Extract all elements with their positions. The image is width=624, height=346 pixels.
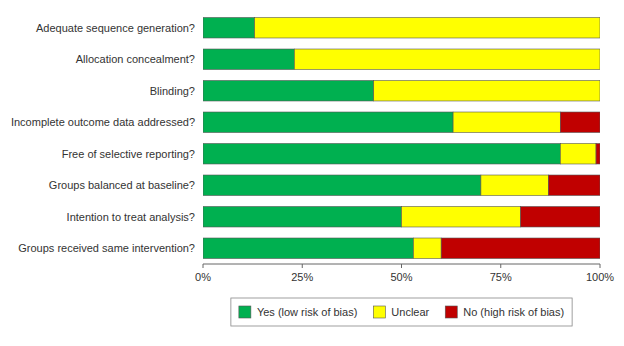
bar-segment <box>600 18 601 38</box>
x-tick-label: 50% <box>390 271 412 283</box>
bar-segment <box>294 49 600 69</box>
bar-segment <box>560 112 600 132</box>
bar-segment <box>560 144 596 164</box>
bar-segment <box>203 175 481 195</box>
chart: Adequate sequence generation? Allocation … <box>0 0 624 346</box>
x-tick <box>500 264 501 268</box>
legend: Yes (low risk of bias) Unclear No (high ri… <box>231 298 572 326</box>
bar-segment <box>548 175 600 195</box>
x-tick-label: 0% <box>195 271 211 283</box>
bar-segment <box>255 18 600 38</box>
x-tick <box>203 264 204 268</box>
legend-swatch <box>445 306 457 318</box>
bar-segment <box>481 175 548 195</box>
category-label: Allocation concealment? <box>76 53 195 65</box>
x-tick <box>600 264 601 268</box>
category-label: Blinding? <box>150 85 195 97</box>
x-tick <box>302 264 303 268</box>
bar-segment <box>521 207 600 227</box>
category-label: Groups received same intervention? <box>18 242 195 254</box>
legend-label: Unclear <box>391 306 429 318</box>
bar-segment <box>203 18 255 38</box>
bar-segment <box>596 144 600 164</box>
category-label: Adequate sequence generation? <box>36 22 195 34</box>
category-label: Intention to treat analysis? <box>67 211 195 223</box>
bar-segment <box>402 207 521 227</box>
category-label: Incomplete outcome data addressed? <box>11 116 195 128</box>
x-tick-label: 75% <box>490 271 512 283</box>
bar-segment <box>203 49 294 69</box>
bar-segment <box>453 112 560 132</box>
x-tick <box>401 264 402 268</box>
x-tick-label: 100% <box>586 271 614 283</box>
legend-label: No (high risk of bias) <box>463 306 564 318</box>
bar-segment <box>374 81 600 101</box>
bar-segment <box>600 81 601 101</box>
category-label: Free of selective reporting? <box>62 148 195 160</box>
bar-segment <box>203 207 402 227</box>
bar-segment <box>441 238 600 258</box>
bar-segment <box>600 49 601 69</box>
bar-segment <box>203 81 374 101</box>
bars <box>203 18 600 259</box>
x-tick-label: 25% <box>291 271 313 283</box>
legend-label: Yes (low risk of bias) <box>257 306 357 318</box>
legend-frame <box>231 298 572 326</box>
bar-segment <box>203 238 413 258</box>
category-label: Groups balanced at baseline? <box>49 179 195 191</box>
legend-swatch <box>239 306 251 318</box>
bar-segment <box>203 112 453 132</box>
legend-swatch <box>373 306 385 318</box>
bar-segment <box>413 238 441 258</box>
bar-segment <box>203 144 560 164</box>
